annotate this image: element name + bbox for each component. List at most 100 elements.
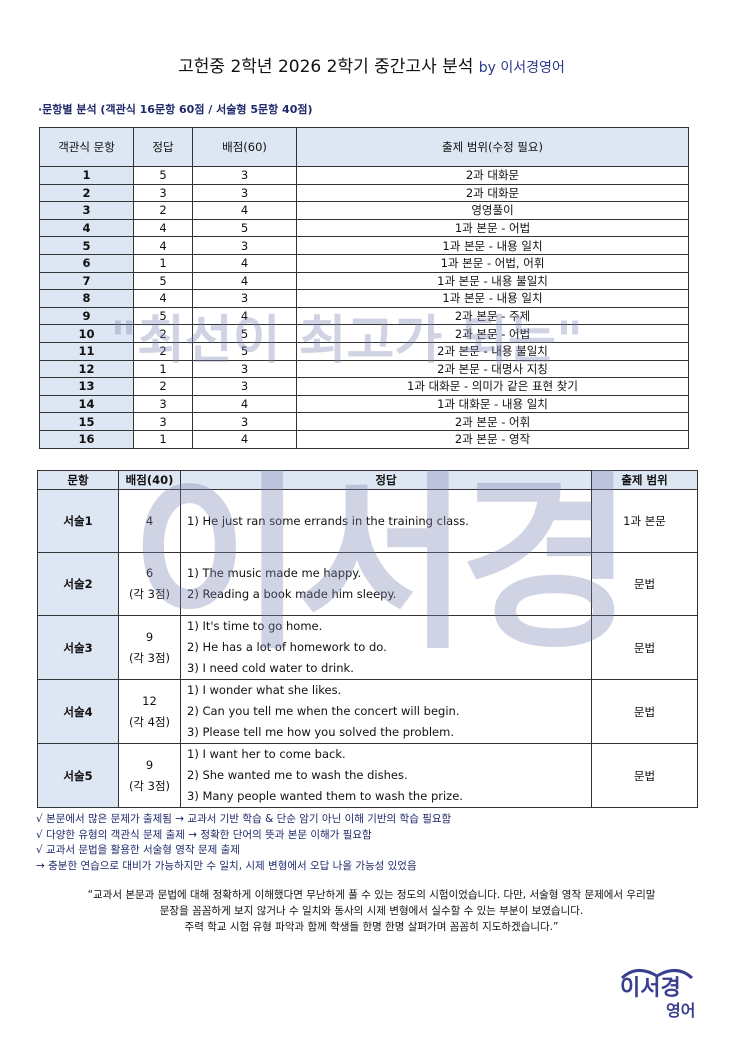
- score-cell: 4: [118, 489, 181, 553]
- col-header: 출제 범위(수정 필요): [296, 127, 689, 167]
- table-row: 7 5 4 1과 본문 - 내용 불일치: [39, 271, 689, 291]
- question-number-cell: 9: [39, 306, 134, 326]
- answer-line: 1) The music made me happy.: [187, 566, 362, 580]
- score-cell: 4: [192, 394, 297, 414]
- table-row: 6 1 4 1과 본문 - 어법, 어휘: [39, 253, 689, 273]
- answer-cell: 1: [133, 359, 193, 379]
- question-cell: 서술5: [37, 743, 119, 808]
- table-row: 서술3 9 (각 3점) 1) It's time to go home. 2) He …: [37, 615, 698, 680]
- range-cell: 1과 본문 - 어법: [296, 218, 689, 238]
- answer-cell: 3: [133, 394, 193, 414]
- table-row: 15 3 3 2과 본문 - 어휘: [39, 412, 689, 431]
- answer-line: 1) He just ran some errands in the train…: [187, 513, 469, 528]
- question-number-cell: 12: [39, 359, 134, 379]
- title-text: 고헌중 2학년 2026 2학기 중간고사 분석: [178, 57, 474, 77]
- col-header: 문항: [37, 470, 119, 490]
- score-cell: 5: [192, 341, 297, 361]
- table-row: 1 5 3 2과 대화문: [39, 166, 689, 185]
- range-cell: 2과 대화문: [296, 183, 689, 203]
- table-row: 5 4 3 1과 본문 - 내용 일치: [39, 236, 689, 255]
- score-cell: 3: [192, 183, 297, 203]
- range-cell: 문법: [591, 679, 698, 744]
- range-cell: 1과 본문 - 내용 불일치: [296, 271, 689, 291]
- answer-cell: 5: [133, 306, 193, 326]
- answer-cell: 4: [133, 236, 193, 255]
- question-number-cell: 7: [39, 271, 134, 291]
- note-item: √ 본문에서 많은 문제가 출제됨 → 교과서 기반 학습 & 단순 암기 아닌…: [36, 813, 452, 825]
- score-cell: 9 (각 3점): [118, 615, 181, 680]
- section-subtitle: ·문항별 분석 (객관식 16문항 60점 / 서술형 5문항 40점): [38, 103, 313, 116]
- quote-line: 문장을 꼼꼼하게 보지 않거나 수 일치와 동사의 시제 변형에서 실수할 수 …: [159, 905, 584, 917]
- table-row: 11 2 5 2과 본문 - 내용 불일치: [39, 341, 689, 361]
- range-cell: 2과 본문 - 어법: [296, 324, 689, 343]
- answer-cell: 3: [133, 412, 193, 431]
- table-row: 8 4 3 1과 본문 - 내용 일치: [39, 289, 689, 308]
- score-each: (각 4점): [128, 714, 171, 729]
- col-header: 객관식 문항: [39, 127, 134, 167]
- title-by: by 이서경영어: [478, 60, 565, 76]
- score-each: (각 3점): [128, 650, 171, 665]
- note-item: √ 다양한 유형의 객관식 문제 출제 → 정확한 단어의 뜻과 본문 이해가 …: [36, 828, 372, 841]
- table-row: 10 2 5 2과 본문 - 어법: [39, 324, 689, 343]
- table-row: 2 3 3 2과 대화문: [39, 183, 689, 203]
- range-cell: 문법: [591, 743, 698, 808]
- answer-cell: 4: [133, 218, 193, 238]
- table-row: 3 2 4 영영풀이: [39, 201, 689, 220]
- answer-cell: 5: [133, 271, 193, 291]
- answer-cell: 2: [133, 377, 193, 396]
- score-cell: 12 (각 4점): [118, 679, 181, 744]
- table-row: 14 3 4 1과 대화문 - 내용 일치: [39, 394, 689, 414]
- score-cell: 3: [192, 166, 297, 185]
- answer-cell: 3: [133, 183, 193, 203]
- score-each: (각 3점): [128, 778, 171, 793]
- quote-line: “교과서 본문과 문법에 대해 정확하게 이해했다면 무난하게 풀 수 있는 정…: [87, 889, 656, 901]
- subjective-table: 문항 배점(40) 정답 출제 범위 서술1 4 1) He just ran so…: [37, 470, 698, 808]
- note-item: → 충분한 연습으로 대비가 가능하지만 수 일치, 시제 변형에서 오답 나올…: [36, 859, 417, 872]
- question-number-cell: 11: [39, 341, 134, 361]
- table-row: 16 1 4 2과 본문 - 영작: [39, 429, 689, 449]
- range-cell: 1과 본문 - 내용 일치: [296, 236, 689, 255]
- question-cell: 서술1: [37, 489, 119, 553]
- score-cell: 3: [192, 359, 297, 379]
- answer-cell: 1) I wonder what she likes. 2) Can you te…: [180, 679, 592, 744]
- range-cell: 2과 본문 - 영작: [296, 429, 689, 449]
- col-header: 정답: [180, 470, 592, 490]
- table-row: 9 5 4 2과 본문 - 주제: [39, 306, 689, 326]
- question-cell: 서술3: [37, 615, 119, 680]
- answer-line: 1) I want her to come back.: [187, 747, 346, 761]
- score-cell: 3: [192, 236, 297, 255]
- score: 6: [145, 566, 154, 580]
- table-row: 서술4 12 (각 4점) 1) I wonder what she likes. 2)…: [37, 679, 698, 744]
- score: 4: [145, 513, 154, 528]
- answer-cell: 2: [133, 324, 193, 343]
- question-number-cell: 16: [39, 429, 134, 449]
- answer-cell: 4: [133, 289, 193, 308]
- question-number-cell: 10: [39, 324, 134, 343]
- answer-line: 2) She wanted me to wash the dishes.: [187, 768, 408, 782]
- table-row: 13 2 3 1과 대화문 - 의미가 같은 표현 찾기: [39, 377, 689, 396]
- answer-line: 2) He has a lot of homework to do.: [187, 640, 387, 654]
- score-cell: 4: [192, 253, 297, 273]
- table-row: 12 1 3 2과 본문 - 대명사 지칭: [39, 359, 689, 379]
- range-cell: 1과 대화문 - 내용 일치: [296, 394, 689, 414]
- score-cell: 3: [192, 412, 297, 431]
- score-cell: 4: [192, 306, 297, 326]
- range-cell: 영영풀이: [296, 201, 689, 220]
- range-cell: 1과 본문 - 어법, 어휘: [296, 253, 689, 273]
- score: 12: [142, 693, 157, 708]
- answer-cell: 1: [133, 253, 193, 273]
- score-cell: 4: [192, 429, 297, 449]
- answer-line: 1) It's time to go home.: [187, 619, 323, 633]
- answer-cell: 1) I want her to come back. 2) She wanted…: [180, 743, 592, 808]
- question-number-cell: 5: [39, 236, 134, 255]
- answer-line: 1) I wonder what she likes.: [187, 683, 342, 697]
- question-number-cell: 6: [39, 253, 134, 273]
- table-row: 서술5 9 (각 3점) 1) I want her to come back. 2) …: [37, 743, 698, 808]
- answer-cell: 1: [133, 429, 193, 449]
- range-cell: 1과 본문 - 내용 일치: [296, 289, 689, 308]
- page-title: 고헌중 2학년 2026 2학기 중간고사 분석 by 이서경영어: [0, 52, 743, 77]
- table-row: 4 4 5 1과 본문 - 어법: [39, 218, 689, 238]
- score: 9: [145, 757, 154, 772]
- range-cell: 2과 대화문: [296, 166, 689, 185]
- score-cell: 4: [192, 271, 297, 291]
